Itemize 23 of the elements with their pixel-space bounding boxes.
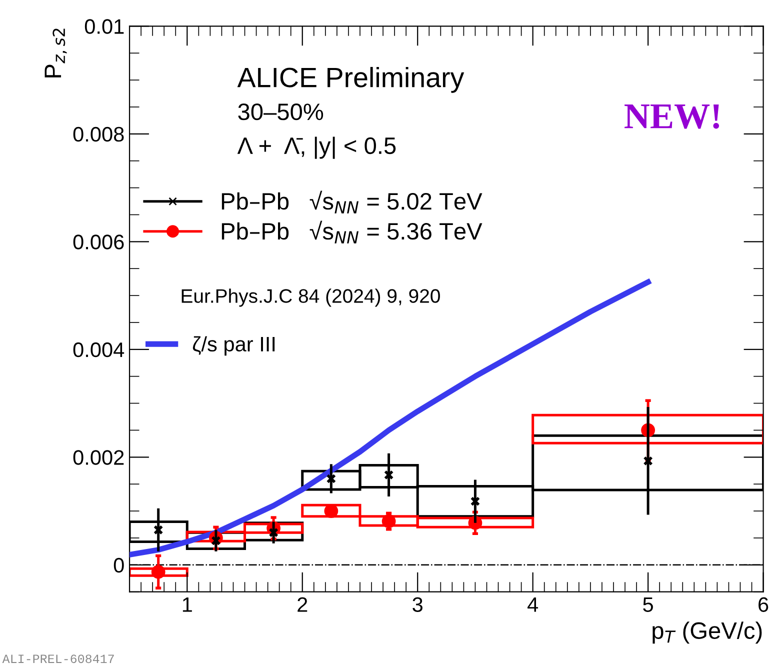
text: ALI-PREL-608417 — [2, 654, 114, 664]
annotation: Eur.Phys.J.C 84 (2024) 9, 920 — [182, 288, 440, 307]
annotation: 30–50% — [238, 103, 324, 120]
y-tick-label: 0.006 — [73, 234, 124, 250]
x-tick-label: 1 — [182, 597, 192, 612]
legend-label: Pb–Pb √s$_{NN}$ = 5.36 TeV — [222, 220, 482, 244]
y-tick-label: 0.002 — [73, 450, 124, 465]
y-tick-label: 0 — [114, 558, 124, 573]
y-tick-label: 0.004 — [73, 342, 124, 358]
legend-label: Pb–Pb √s$_{NN}$ = 5.02 TeV — [222, 190, 482, 214]
y-axis-title: P$_{z,s2}$ — [44, 28, 67, 78]
x-tick-label: 4 — [528, 597, 538, 612]
annotation: Λ + Λ̄, |y| < 0.5 — [237, 136, 396, 159]
x-tick-label: 5 — [643, 597, 653, 612]
x-tick-label: 2 — [298, 597, 308, 612]
x-tick-label: 6 — [758, 597, 768, 612]
annotation: NEW! — [624, 104, 720, 129]
legend-label: ζ/s par III — [192, 336, 275, 356]
x-axis-title: p$_{T}$ (GeV/c) — [652, 622, 762, 644]
annotation: ALICE Preliminary — [237, 66, 464, 93]
y-tick-label: 0.008 — [73, 126, 124, 142]
y-tick-label: 0.01 — [84, 19, 124, 34]
x-tick-label: 3 — [412, 597, 422, 612]
